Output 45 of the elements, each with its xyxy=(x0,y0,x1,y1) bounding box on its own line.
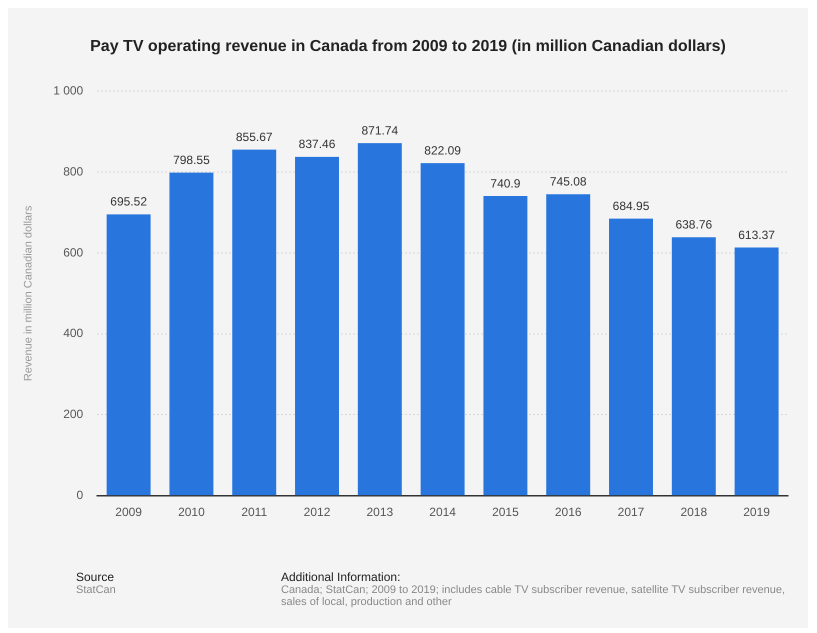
x-tick-label: 2010 xyxy=(178,505,206,520)
y-tick-label: 600 xyxy=(63,245,84,260)
x-tick-label: 2011 xyxy=(241,505,268,520)
bar xyxy=(420,163,465,496)
bar xyxy=(169,172,214,496)
x-tick-label: 2016 xyxy=(554,505,582,520)
bar xyxy=(358,143,402,496)
y-tick-label: 400 xyxy=(63,326,84,340)
bar xyxy=(232,150,276,496)
bar xyxy=(295,156,339,496)
text: Additional Information: xyxy=(281,570,402,584)
data-label: 855.67 xyxy=(236,130,273,144)
data-label: 837.46 xyxy=(298,137,336,152)
bar xyxy=(546,194,590,496)
bar xyxy=(106,214,151,496)
text: Canada; StatCan; 2009 to 2019; includes cable TV subscriber revenue, satellite TV subscriber revenue, sales of local, production and other xyxy=(281,584,786,608)
bar xyxy=(672,237,716,496)
x-tick-label: 2014 xyxy=(429,505,456,520)
text: Source xyxy=(76,570,116,584)
y-axis-title: Revenue in million Canadian dollars xyxy=(22,205,35,382)
x-tick-label: 2013 xyxy=(366,505,394,520)
data-label: 695.52 xyxy=(110,194,148,209)
bar xyxy=(483,196,528,496)
bar xyxy=(609,218,653,496)
y-tick-label: 800 xyxy=(63,164,84,178)
chart-title: Pay TV operating revenue in Canada from 2009 to 2019 (in million Canadian dollars) xyxy=(89,37,727,57)
data-label: 613.37 xyxy=(738,228,776,242)
data-label: 745.08 xyxy=(550,174,587,189)
data-label: 684.95 xyxy=(612,198,650,213)
x-tick-label: 2018 xyxy=(680,505,708,520)
text: StatCan xyxy=(76,584,117,596)
data-label: 638.76 xyxy=(675,218,712,232)
x-tick-label: 2019 xyxy=(743,505,770,520)
bar xyxy=(734,248,779,496)
x-tick-label: 2017 xyxy=(618,505,645,520)
y-tick-label: 1 000 xyxy=(53,84,84,98)
x-tick-label: 2015 xyxy=(492,505,520,520)
data-label: 798.55 xyxy=(173,152,210,167)
data-label: 740.9 xyxy=(490,176,521,190)
y-tick-label: 0 xyxy=(76,488,84,502)
data-label: 871.74 xyxy=(361,123,398,138)
y-tick-label: 200 xyxy=(63,407,84,422)
data-label: 822.09 xyxy=(424,143,462,158)
x-tick-label: 2012 xyxy=(304,505,331,520)
x-tick-label: 2009 xyxy=(115,505,142,520)
